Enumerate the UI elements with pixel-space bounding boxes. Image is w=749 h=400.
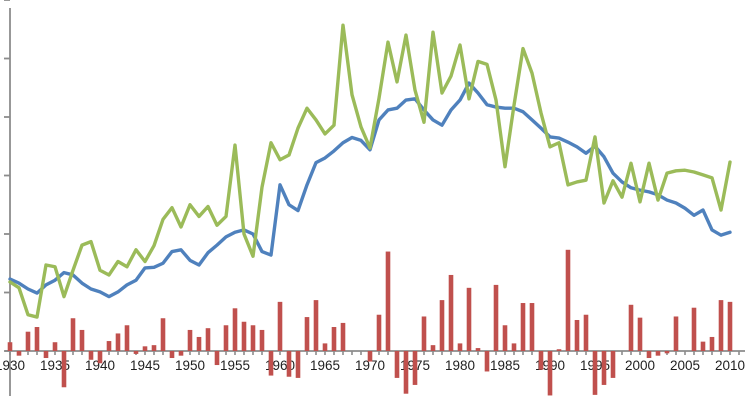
- bar-1940: [97, 351, 103, 364]
- bar-1960: [277, 301, 283, 351]
- bar-1939: [88, 351, 94, 360]
- bar-1961: [286, 351, 292, 377]
- bar-1951: [196, 336, 202, 351]
- bar-1984: [493, 284, 499, 351]
- bar-1982: [475, 348, 481, 351]
- bar-1991: [556, 349, 562, 351]
- bar-1987: [520, 303, 526, 351]
- bar-1944: [133, 351, 139, 354]
- bar-1936: [61, 351, 67, 388]
- bar-1988: [529, 303, 535, 351]
- bar-1943: [124, 325, 130, 351]
- bar-1947: [160, 318, 166, 351]
- bar-1981: [466, 287, 472, 351]
- x-tick-label: 1955: [220, 358, 250, 373]
- x-tick-label: 2000: [625, 358, 655, 373]
- bar-1938: [79, 329, 85, 351]
- bar-1962: [295, 351, 301, 378]
- bar-1966: [331, 327, 337, 351]
- bar-1946: [151, 345, 157, 351]
- bar-1964: [313, 300, 319, 351]
- bar-1950: [187, 329, 193, 351]
- bar-2003: [664, 351, 670, 354]
- bar-1937: [70, 318, 76, 351]
- bar-1948: [169, 351, 175, 359]
- bar-1996: [601, 351, 607, 385]
- bar-1931: [16, 351, 22, 356]
- bar-1942: [115, 333, 121, 351]
- bar-1971: [376, 314, 382, 351]
- bar-2008: [709, 336, 715, 351]
- bar-1970: [367, 351, 373, 362]
- bar-2007: [700, 341, 706, 351]
- x-tick-label: 2005: [670, 358, 700, 373]
- bar-1935: [52, 342, 58, 351]
- bar-1973: [394, 351, 400, 378]
- bar-1958: [259, 329, 265, 351]
- bar-1992: [565, 249, 571, 351]
- bar-1965: [322, 343, 328, 351]
- bar-1976: [421, 316, 427, 351]
- bar-1963: [304, 317, 310, 351]
- bar-1985: [502, 325, 508, 351]
- bar-1945: [142, 346, 148, 351]
- bar-1949: [178, 351, 184, 356]
- bar-1990: [547, 351, 553, 396]
- bar-1933: [34, 327, 40, 351]
- bar-1956: [241, 321, 247, 351]
- bar-2010: [727, 301, 733, 351]
- x-tick-label: 1945: [130, 358, 160, 373]
- bar-1993: [574, 319, 580, 351]
- bar-1999: [628, 304, 634, 351]
- bar-2006: [691, 307, 697, 351]
- bar-1980: [457, 343, 463, 351]
- bar-1994: [583, 314, 589, 351]
- bar-1975: [412, 351, 418, 385]
- x-tick-label: 1970: [355, 358, 385, 373]
- bar-1934: [43, 351, 49, 359]
- bar-1952: [205, 328, 211, 351]
- bar-2009: [718, 300, 724, 351]
- green-line: [8, 23, 732, 319]
- bar-2002: [655, 351, 661, 356]
- x-tick-label: 1985: [490, 358, 520, 373]
- blue-line: [8, 81, 732, 299]
- x-tick-label: 1950: [175, 358, 205, 373]
- bar-1953: [214, 351, 220, 366]
- bar-1972: [385, 251, 391, 351]
- x-tick-label: 1980: [445, 358, 475, 373]
- bar-1978: [439, 300, 445, 351]
- bar-1989: [538, 351, 544, 370]
- bar-1974: [403, 351, 409, 394]
- bar-1954: [223, 325, 229, 351]
- bar-1932: [25, 331, 31, 351]
- bar-1997: [610, 351, 616, 378]
- bar-1941: [106, 341, 112, 351]
- bar-1995: [592, 351, 598, 395]
- x-tick-label: 2010: [715, 358, 745, 373]
- x-tick-label: 1965: [310, 358, 340, 373]
- bar-1979: [448, 274, 454, 351]
- bar-2004: [673, 316, 679, 351]
- bar-1955: [232, 308, 238, 351]
- x-tick-label: 1930: [0, 358, 25, 373]
- bar-1967: [340, 322, 346, 351]
- bar-1957: [250, 325, 256, 351]
- bar-1986: [511, 343, 517, 351]
- bar-1983: [484, 351, 490, 372]
- bar-1977: [430, 345, 436, 351]
- bar-2000: [637, 317, 643, 351]
- bar-1930: [7, 342, 13, 351]
- bar-2001: [646, 351, 652, 359]
- x-tick-label: 1940: [85, 358, 115, 373]
- bar-1959: [268, 351, 274, 376]
